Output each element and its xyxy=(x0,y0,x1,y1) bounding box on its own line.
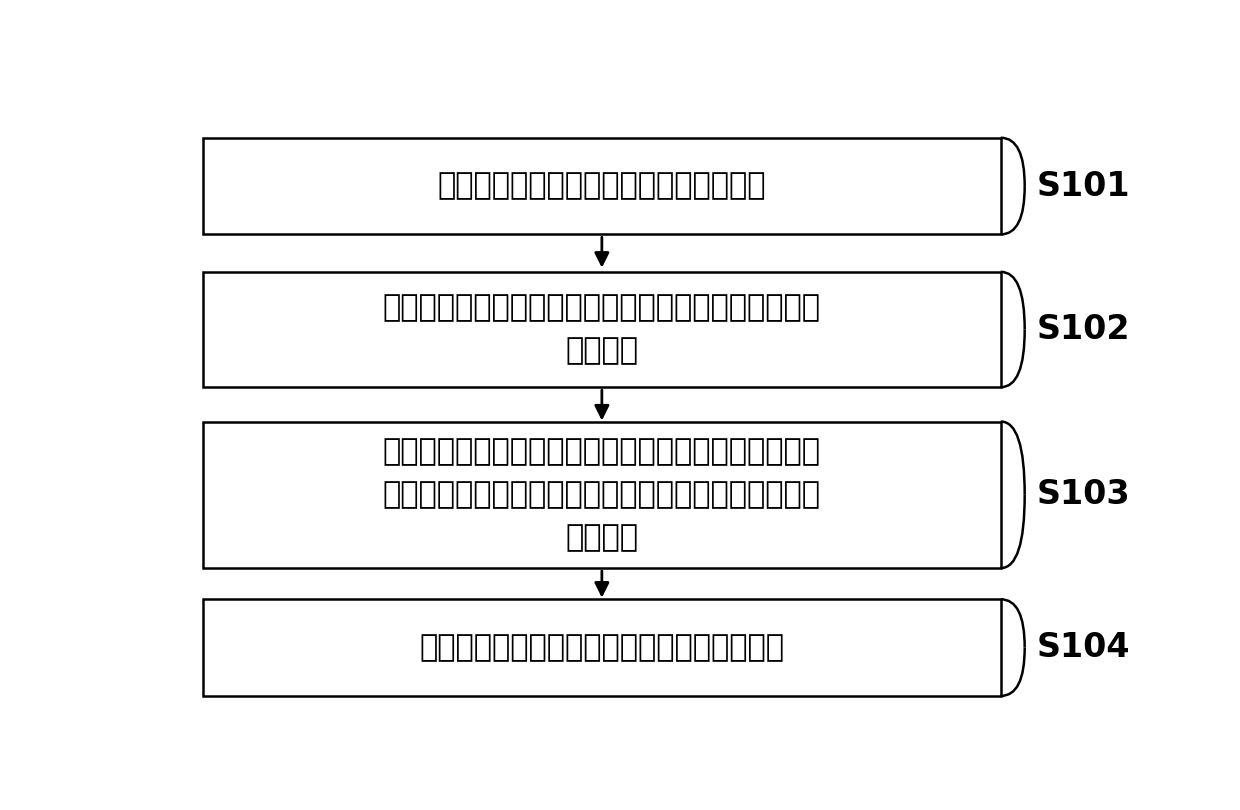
Text: S104: S104 xyxy=(1037,631,1130,664)
Bar xyxy=(203,138,1001,234)
Text: 基于所获得的各工作波长中的最短工作波长，确定接地
单位长度: 基于所获得的各工作波长中的最短工作波长，确定接地 单位长度 xyxy=(383,294,821,365)
Text: 以屏蔽电缆与各机载设备的连接处为起点，并以小于或
者等于接地单位长度的长度为间隔，确定屏蔽电缆的接
地间隔点: 以屏蔽电缆与各机载设备的连接处为起点，并以小于或 者等于接地单位长度的长度为间隔… xyxy=(383,437,821,552)
Text: S101: S101 xyxy=(1037,169,1130,202)
Bar xyxy=(203,421,1001,568)
Text: 获取无人机中各机载设备对应的工作波长: 获取无人机中各机载设备对应的工作波长 xyxy=(438,172,766,201)
Text: S103: S103 xyxy=(1037,479,1130,511)
Bar xyxy=(203,599,1001,696)
Text: 将接地间隔点与参考地相接的点确定为接地点: 将接地间隔点与参考地相接的点确定为接地点 xyxy=(419,633,785,662)
Text: S102: S102 xyxy=(1037,313,1130,346)
Bar xyxy=(203,272,1001,387)
